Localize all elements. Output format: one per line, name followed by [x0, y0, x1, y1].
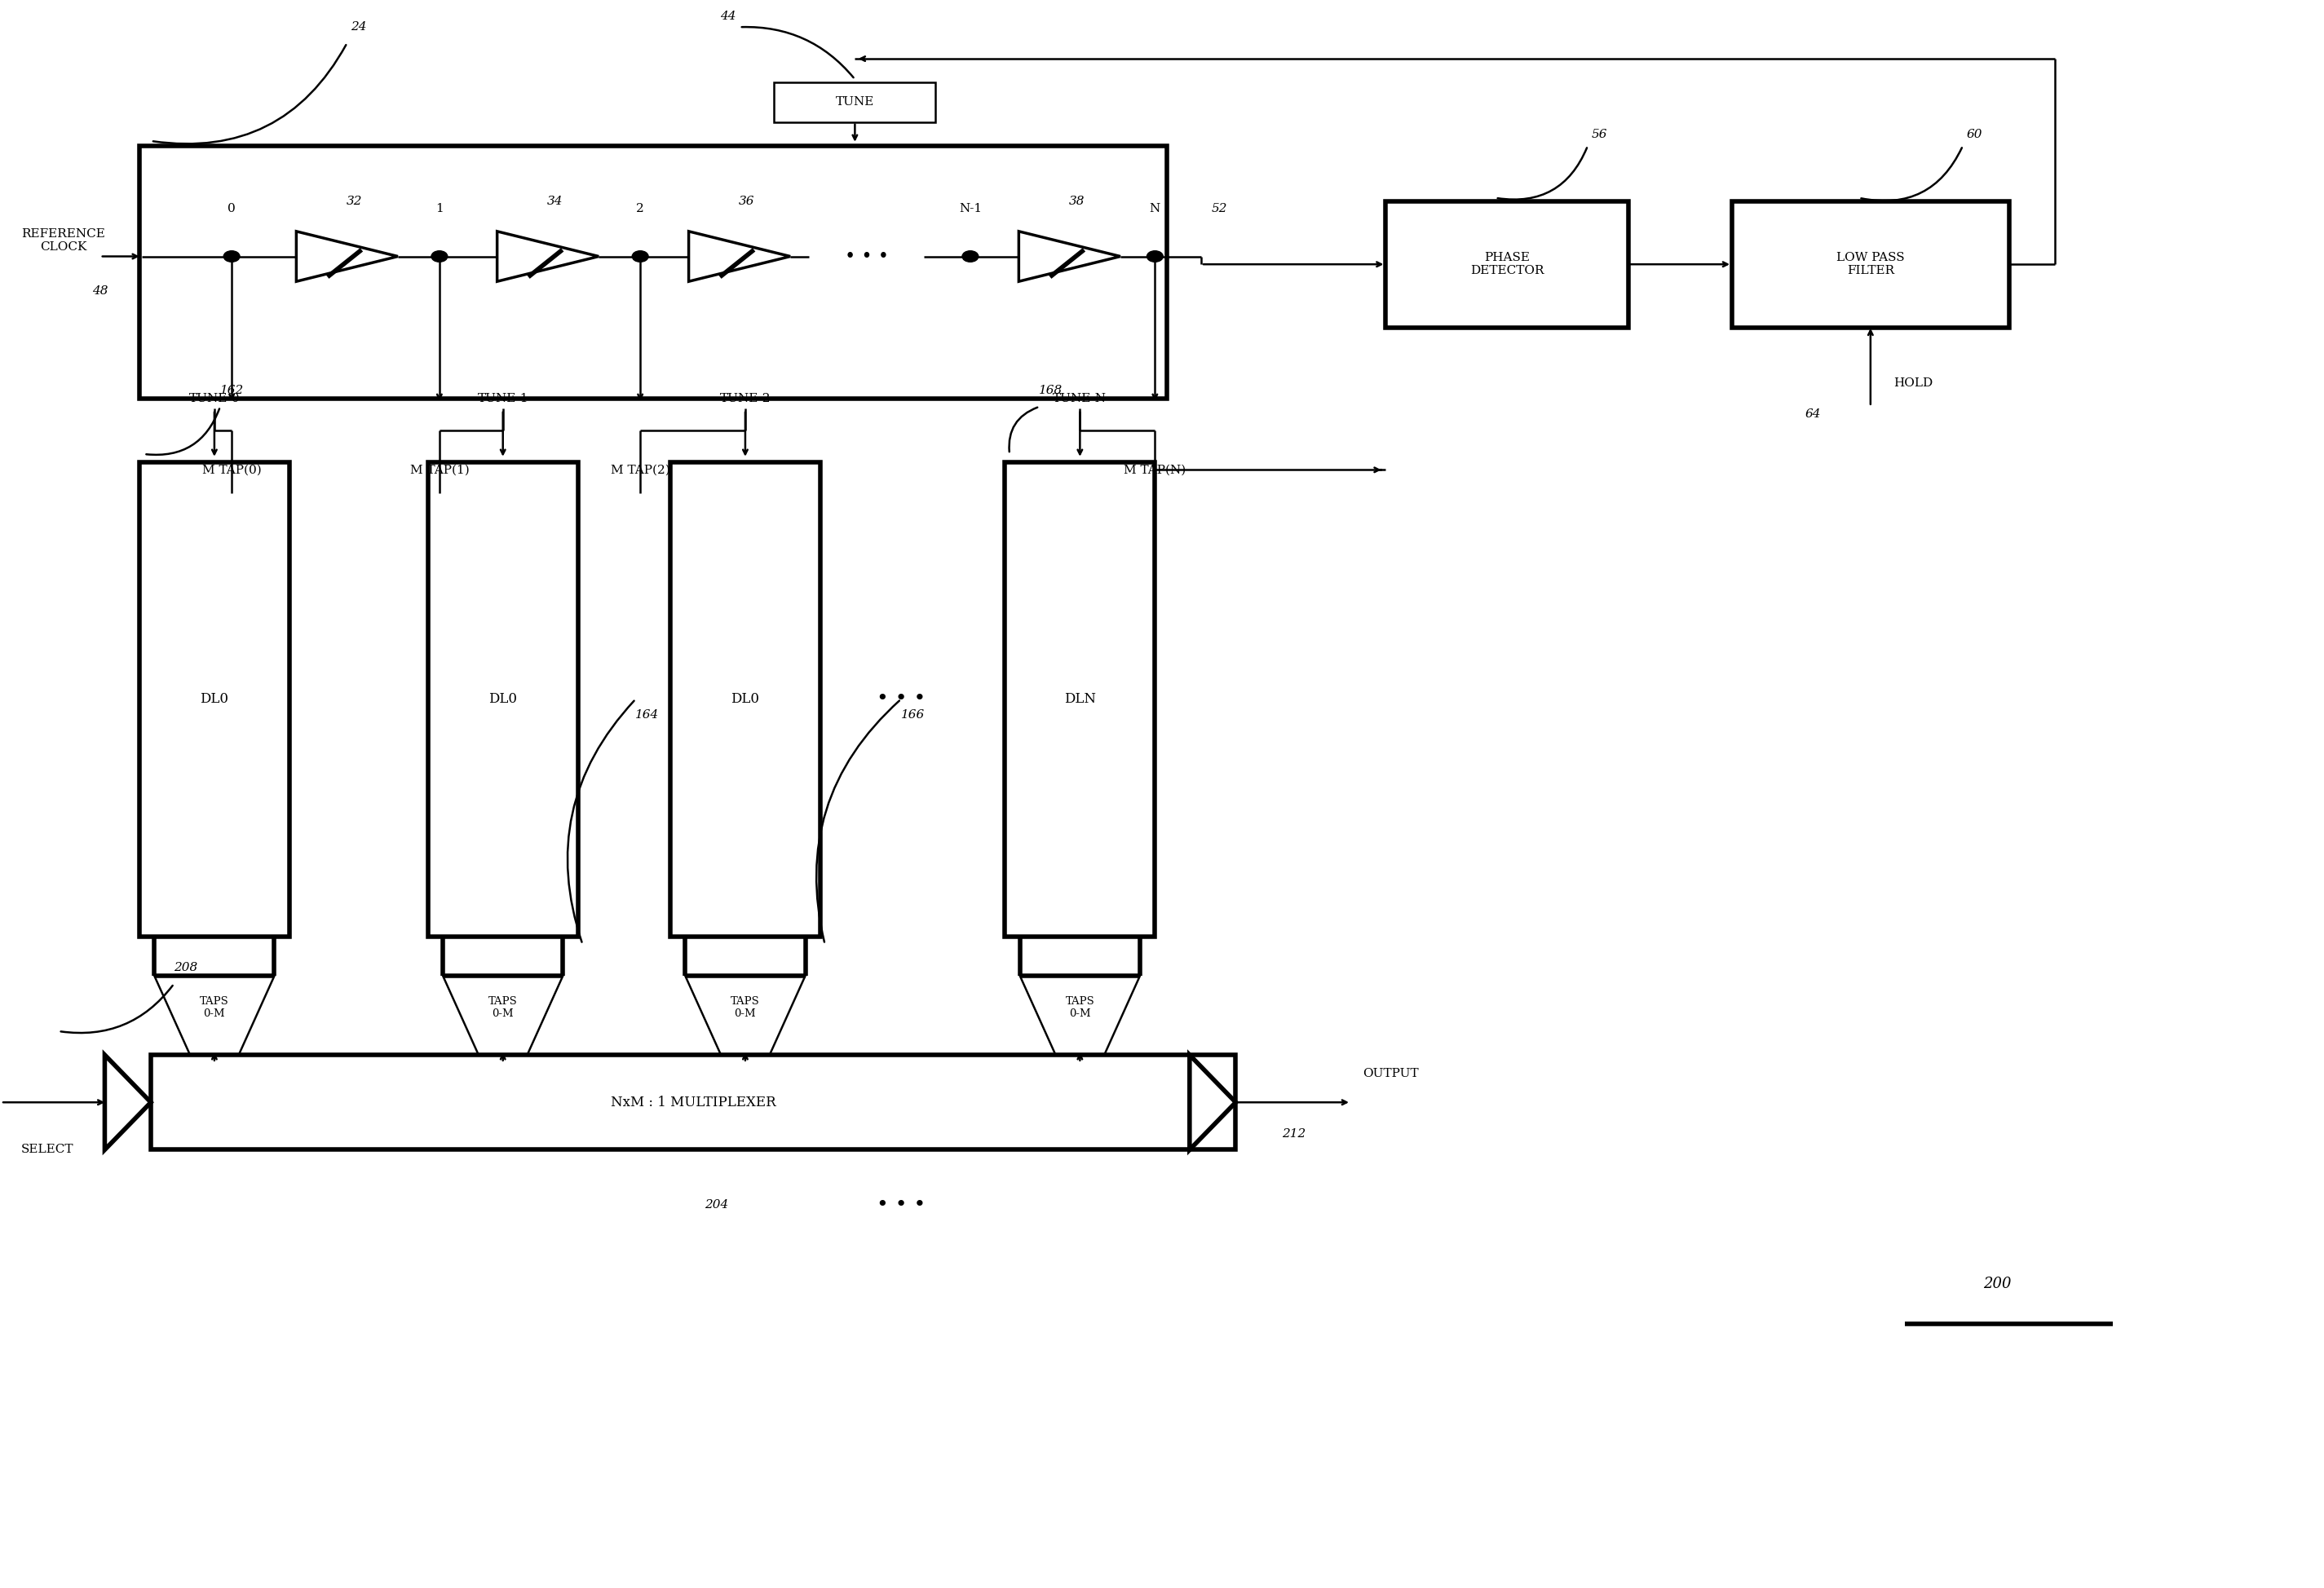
Bar — [669, 462, 820, 937]
Circle shape — [962, 251, 978, 262]
Text: 52: 52 — [1211, 203, 1227, 214]
Bar — [428, 462, 579, 937]
Text: 48: 48 — [93, 286, 107, 297]
Text: M TAP(0): M TAP(0) — [202, 464, 260, 475]
Circle shape — [223, 251, 239, 262]
Text: 162: 162 — [221, 384, 244, 397]
Bar — [774, 83, 937, 122]
Text: TUNE: TUNE — [837, 97, 874, 108]
Text: TAPS
0-M: TAPS 0-M — [730, 996, 760, 1019]
Text: 56: 56 — [1592, 129, 1608, 140]
Text: 0: 0 — [228, 203, 235, 214]
Text: OUTPUT: OUTPUT — [1362, 1069, 1418, 1080]
Text: • • •: • • • — [844, 248, 888, 265]
Text: 166: 166 — [902, 710, 925, 721]
Text: 24: 24 — [351, 21, 367, 33]
Text: TUNE-1: TUNE-1 — [476, 392, 528, 405]
Bar — [139, 462, 290, 937]
Text: NxM : 1 MULTIPLEXER: NxM : 1 MULTIPLEXER — [611, 1096, 776, 1110]
Text: M TAP(1): M TAP(1) — [409, 464, 469, 475]
Text: 204: 204 — [704, 1199, 727, 1210]
Text: N: N — [1150, 203, 1160, 214]
Text: DL0: DL0 — [732, 692, 760, 707]
Text: 200: 200 — [1982, 1277, 2013, 1291]
Bar — [151, 1054, 1236, 1150]
Text: TAPS
0-M: TAPS 0-M — [488, 996, 518, 1019]
Text: TUNE-N: TUNE-N — [1053, 392, 1106, 405]
Text: HOLD: HOLD — [1894, 378, 1934, 389]
Text: 34: 34 — [546, 195, 562, 206]
Text: 208: 208 — [174, 962, 198, 973]
Text: 38: 38 — [1069, 195, 1085, 206]
Text: 168: 168 — [1039, 384, 1062, 397]
Text: 2: 2 — [637, 203, 644, 214]
Text: 1: 1 — [435, 203, 444, 214]
Text: 36: 36 — [739, 195, 755, 206]
Text: 164: 164 — [634, 710, 660, 721]
Text: M TAP(N): M TAP(N) — [1125, 464, 1185, 475]
Circle shape — [632, 251, 648, 262]
Bar — [1385, 202, 1629, 327]
Text: 44: 44 — [720, 11, 737, 22]
Text: • • •: • • • — [876, 689, 925, 708]
Bar — [1004, 462, 1155, 937]
Text: 212: 212 — [1281, 1127, 1306, 1140]
Circle shape — [432, 251, 449, 262]
Text: DLN: DLN — [1064, 692, 1097, 707]
Circle shape — [1146, 251, 1162, 262]
Text: M TAP(2): M TAP(2) — [611, 464, 669, 475]
Bar — [139, 146, 1167, 399]
Text: 64: 64 — [1806, 408, 1820, 421]
Text: DL0: DL0 — [200, 692, 228, 707]
Text: PHASE
DETECTOR: PHASE DETECTOR — [1471, 252, 1543, 276]
Text: TUNE-2: TUNE-2 — [720, 392, 772, 405]
Text: SELECT: SELECT — [21, 1143, 74, 1156]
Text: N-1: N-1 — [960, 203, 981, 214]
Text: TAPS
0-M: TAPS 0-M — [200, 996, 230, 1019]
Bar — [1731, 202, 2008, 327]
Text: DL0: DL0 — [488, 692, 518, 707]
Text: TAPS
0-M: TAPS 0-M — [1064, 996, 1095, 1019]
Text: LOW PASS
FILTER: LOW PASS FILTER — [1836, 252, 1906, 276]
Text: • • •: • • • — [876, 1196, 925, 1215]
Text: REFERENCE
CLOCK: REFERENCE CLOCK — [21, 229, 105, 252]
Text: 60: 60 — [1966, 129, 1982, 140]
Text: TUNE-0: TUNE-0 — [188, 392, 239, 405]
Text: 32: 32 — [346, 195, 363, 206]
